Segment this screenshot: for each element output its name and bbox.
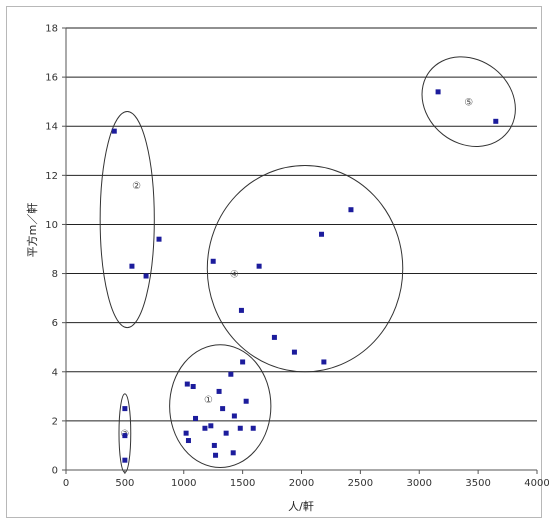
data-point-35 [493, 118, 499, 124]
data-point-33 [348, 207, 354, 213]
data-point-19 [228, 371, 234, 377]
data-point-7 [184, 381, 190, 387]
data-point-14 [211, 442, 217, 448]
cluster-label-5: ⑤ [464, 98, 473, 109]
cluster-label-2: ② [132, 181, 141, 192]
cluster-ellipse-3 [118, 393, 132, 473]
data-point-10 [185, 438, 191, 444]
data-point-18 [223, 430, 229, 436]
cluster-label-1: ① [204, 395, 213, 406]
cluster-ellipse-5 [421, 56, 516, 147]
data-point-24 [243, 398, 249, 404]
data-point-17 [220, 406, 226, 412]
data-point-32 [321, 359, 327, 365]
x-tick-label-5: 2500 [348, 478, 373, 489]
cluster-ellipse-2 [99, 110, 155, 329]
axes [65, 28, 537, 471]
data-point-26 [210, 258, 216, 264]
data-point-23 [240, 359, 246, 365]
data-point-21 [230, 450, 236, 456]
data-point-16 [216, 388, 222, 394]
cluster-ellipse-4 [206, 165, 404, 373]
cluster-label-4: ④ [230, 270, 239, 281]
data-point-29 [271, 334, 277, 340]
data-point-20 [231, 413, 237, 419]
data-point-28 [238, 307, 244, 313]
data-point-34 [435, 89, 441, 95]
data-point-27 [256, 263, 262, 269]
y-tick-label-0: 0 [52, 466, 58, 477]
x-tick-label-7: 3500 [465, 478, 490, 489]
data-point-15 [213, 452, 219, 458]
data-point-25 [250, 425, 256, 431]
chart-frame [6, 6, 542, 518]
x-tick-label-6: 3000 [407, 478, 432, 489]
data-point-30 [291, 349, 297, 355]
x-tick-label-1: 500 [115, 478, 134, 489]
x-tick-label-2: 1000 [171, 478, 196, 489]
y-tick-label-4: 8 [52, 269, 58, 280]
data-point-9 [183, 430, 189, 436]
data-point-6 [122, 457, 128, 463]
data-point-4 [122, 406, 128, 412]
data-point-0 [111, 128, 117, 134]
y-tick-label-1: 2 [52, 416, 58, 427]
cluster-ellipses: ①②③④⑤ [99, 56, 516, 473]
x-axis-label: 人/軒 [288, 500, 314, 513]
data-point-11 [193, 415, 199, 421]
data-point-5 [122, 433, 128, 439]
data-point-31 [319, 231, 325, 237]
y-tick-label-3: 6 [52, 318, 58, 329]
y-tick-label-5: 10 [45, 220, 58, 231]
data-point-8 [190, 384, 196, 390]
data-point-22 [237, 425, 243, 431]
data-point-13 [208, 423, 214, 429]
cluster-ellipse-1 [169, 344, 272, 469]
data-point-3 [156, 236, 162, 242]
y-tick-label-8: 16 [45, 73, 58, 84]
y-tick-label-2: 4 [52, 367, 58, 378]
y-tick-label-9: 18 [45, 24, 58, 35]
data-points [111, 89, 499, 463]
x-tick-label-4: 2000 [289, 478, 314, 489]
data-point-2 [143, 273, 149, 279]
x-tick-label-3: 1500 [230, 478, 255, 489]
tick-labels: 0 2 4 6 8 10 12 14 16 18 0 500 1000 1500 2000 2500 3000 3… [45, 24, 549, 490]
x-tick-label-8: 4000 [524, 478, 549, 489]
data-point-12 [202, 425, 208, 431]
data-point-1 [129, 263, 135, 269]
x-tick-label-0: 0 [63, 478, 69, 489]
gridlines [66, 27, 537, 422]
y-axis-label: 平方m／軒 [25, 203, 39, 258]
y-tick-label-6: 12 [45, 171, 58, 182]
y-tick-label-7: 14 [45, 122, 58, 133]
